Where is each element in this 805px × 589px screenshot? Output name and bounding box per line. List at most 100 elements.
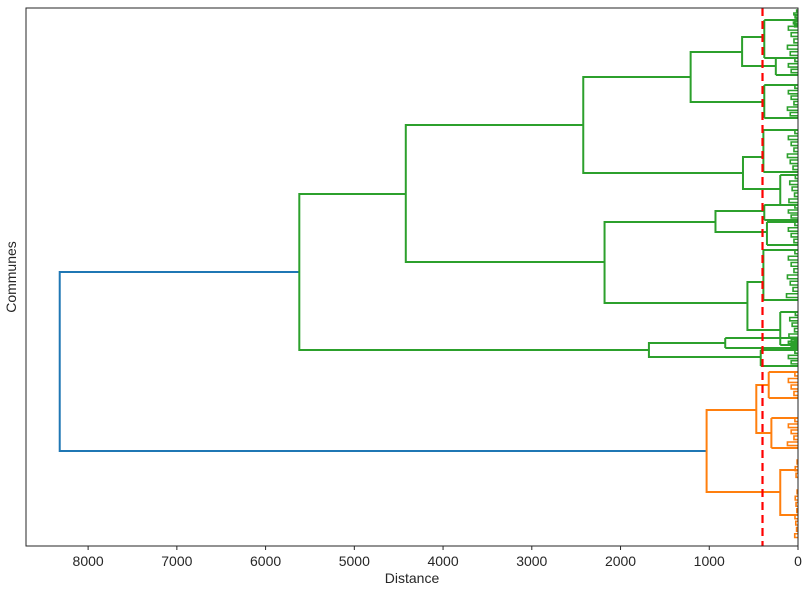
leaf-link	[788, 180, 798, 186]
leaf-link	[790, 68, 798, 74]
x-tick-label: 8000	[73, 553, 104, 569]
link-o_200	[779, 469, 798, 516]
leaf-link	[786, 441, 798, 447]
leaf-link	[790, 31, 798, 38]
leaf-link	[794, 371, 798, 377]
leaf-link	[794, 349, 798, 354]
leaf-link	[786, 44, 798, 50]
leaf-link	[790, 343, 798, 348]
leaf-link	[794, 204, 798, 209]
leaf-link	[794, 221, 798, 227]
leaf-link	[791, 186, 798, 192]
leaf-link	[793, 390, 798, 397]
stub-ends-g_420	[760, 349, 798, 367]
dendrogram-links	[58, 9, 798, 539]
leaf-link	[792, 286, 798, 293]
stub-ends-o_330a	[768, 371, 798, 399]
leaf-link	[793, 192, 798, 198]
leaf-link	[795, 9, 798, 13]
link-g_620	[741, 156, 781, 190]
leaf-link	[786, 153, 798, 159]
leaf-link	[794, 84, 798, 90]
leaf-link	[795, 18, 798, 22]
leaf-link	[788, 198, 798, 204]
link-g_2180	[603, 221, 748, 304]
leaf-link	[794, 15, 798, 19]
x-tick-label: 1000	[694, 553, 725, 569]
leaf-link	[792, 21, 798, 25]
leaf-link	[794, 174, 798, 180]
link-o_top	[705, 409, 781, 493]
leaf-link	[787, 255, 798, 261]
leaf-link	[791, 322, 798, 328]
link-root	[58, 271, 707, 452]
leaf-link	[789, 50, 798, 57]
leaf-link	[793, 147, 798, 153]
x-tick-label: 0	[794, 553, 802, 569]
link-g_930	[714, 210, 767, 233]
leaf-link	[793, 238, 798, 244]
leaf-link	[794, 337, 798, 341]
leaf-link	[793, 24, 798, 28]
leaf-link	[793, 532, 798, 539]
leaf-link	[790, 359, 798, 365]
x-tick-label: 7000	[161, 553, 192, 569]
leaf-link	[787, 377, 798, 384]
leaf-link	[795, 501, 798, 508]
leaf-link	[793, 38, 798, 44]
leaf-link	[787, 354, 798, 360]
link-g_570	[746, 281, 781, 331]
link-g_2420	[582, 76, 743, 174]
x-tick-label: 2000	[605, 553, 636, 569]
x-axis-ticks: 8000 7000 6000 5000 4000 3000 2000 1000 0	[73, 546, 802, 569]
leaf-link	[790, 232, 798, 238]
leaf-link	[794, 520, 798, 526]
leaf-link	[787, 25, 798, 31]
x-axis-label: Distance	[385, 570, 440, 586]
leaf-link	[786, 106, 798, 112]
leaf-link	[785, 292, 798, 299]
leaf-link	[794, 129, 798, 135]
leaf-link	[793, 12, 798, 16]
leaf-link	[787, 62, 798, 68]
leaf-link	[788, 333, 798, 339]
leaf-link	[793, 327, 798, 333]
link-g_top	[298, 193, 649, 351]
leaf-link	[794, 57, 798, 63]
stub-ends-o_300a	[771, 417, 798, 449]
leaf-link	[793, 435, 798, 441]
leaf-link	[794, 249, 798, 255]
stub-ends-g_390b	[763, 249, 798, 301]
leaf-link	[790, 261, 798, 268]
leaf-link	[789, 159, 798, 165]
x-tick-label: 6000	[250, 553, 281, 569]
x-tick-label: 3000	[516, 553, 547, 569]
leaf-link	[790, 429, 798, 435]
stub-ends-g_390a	[763, 129, 798, 173]
leaf-link	[787, 135, 798, 141]
leaf-link	[790, 95, 798, 101]
link-g_1680	[647, 342, 761, 358]
link-g_4400	[404, 124, 605, 263]
stub-ends-g_380c	[764, 204, 798, 221]
leaf-link	[787, 89, 798, 95]
leaf-link	[794, 514, 798, 520]
leaf-link	[787, 423, 798, 429]
plot-frame	[25, 7, 799, 547]
x-tick-label: 4000	[427, 553, 458, 569]
leaf-link	[790, 384, 798, 390]
stub-ends-g_350a	[766, 221, 798, 246]
leaf-link	[794, 417, 798, 423]
leaf-link	[794, 311, 798, 317]
leaf-link	[796, 507, 798, 514]
leaf-link	[789, 280, 798, 286]
leaf-link	[788, 316, 798, 322]
leaf-link	[787, 226, 798, 232]
leaf-link	[790, 214, 798, 219]
link-g_630	[741, 36, 776, 67]
stub-ends-g_380a	[764, 84, 798, 119]
leaf-link	[794, 495, 798, 501]
leaf-link	[795, 472, 798, 479]
leaf-link	[789, 111, 798, 117]
